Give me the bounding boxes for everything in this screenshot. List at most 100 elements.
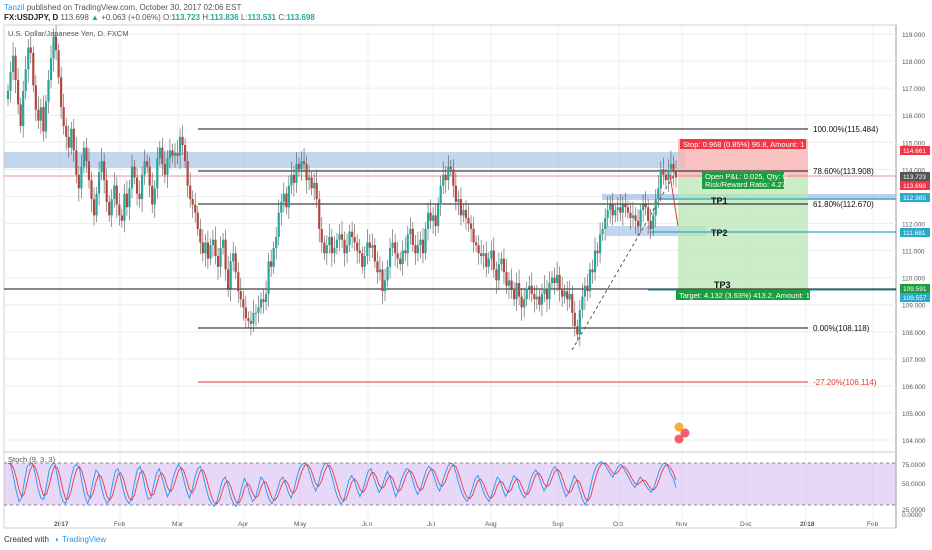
candle-body xyxy=(454,185,457,202)
candle-body xyxy=(467,218,470,224)
candle-body xyxy=(151,185,154,205)
high-label: H: xyxy=(202,13,211,22)
fib-100-label: 100.00%(115.484) xyxy=(813,125,879,134)
price-tick-label: 112.000 xyxy=(902,221,925,228)
candle-body xyxy=(348,231,351,246)
candle-body xyxy=(667,169,670,181)
candle-body xyxy=(548,283,551,300)
candle-body xyxy=(361,253,364,267)
candle-body xyxy=(649,220,652,229)
candle-body xyxy=(492,250,495,270)
candle-body xyxy=(310,177,313,189)
candle-body xyxy=(239,291,242,300)
candle-body xyxy=(173,153,177,156)
candle-body xyxy=(6,90,10,99)
candle-body xyxy=(419,239,422,246)
candle-body xyxy=(593,250,597,273)
candle-body xyxy=(424,228,427,254)
candle-body xyxy=(404,250,407,254)
candle-body xyxy=(47,80,50,102)
candle-body xyxy=(485,253,488,267)
candle-body xyxy=(87,161,91,181)
event-marker-icon xyxy=(680,428,690,438)
candle-body xyxy=(285,193,288,208)
candle-body xyxy=(558,274,561,289)
candle-body xyxy=(95,193,98,216)
candle-body xyxy=(216,255,220,267)
event-markers[interactable] xyxy=(674,422,690,444)
candle-body xyxy=(571,293,574,313)
tp2-price-badge: 111.681 xyxy=(903,230,926,237)
candle-body xyxy=(315,182,318,200)
candle-body xyxy=(184,144,187,162)
candle-body xyxy=(394,242,397,254)
open-label: O: xyxy=(163,13,172,22)
candle-body xyxy=(221,239,225,248)
fib-618-label: 61.80%(112.670) xyxy=(813,200,874,209)
tradingview-logo[interactable]: ◐ TradingView xyxy=(55,535,107,544)
candle-body xyxy=(308,177,311,181)
event-marker-icon xyxy=(674,434,684,444)
candle-body xyxy=(257,307,260,313)
candle-body xyxy=(530,285,533,294)
author-link[interactable]: Tanzil xyxy=(4,3,25,12)
candle-body xyxy=(406,234,409,254)
tp1-price-badge: 112.985 xyxy=(903,195,926,202)
candle-body xyxy=(449,166,452,170)
candle-body xyxy=(662,169,665,175)
candle-body xyxy=(490,250,493,259)
candle-body xyxy=(318,199,321,229)
candle-body xyxy=(401,250,404,265)
open-value: 113.723 xyxy=(171,13,200,22)
candle-body xyxy=(49,58,53,81)
price-tick-label: 118.000 xyxy=(902,59,925,66)
candle-body xyxy=(634,215,637,221)
candle-body xyxy=(189,185,192,200)
stoch-tick-label: 50.0000 xyxy=(902,481,926,488)
candle-body xyxy=(232,253,235,262)
candle-body xyxy=(123,193,126,221)
price-axis[interactable]: 104.000 105.000 106.000 107.000 108.000 109.0… xyxy=(902,32,926,445)
candle-body xyxy=(674,172,678,178)
candle-body xyxy=(19,104,22,127)
low-label: L: xyxy=(240,13,248,22)
candle-body xyxy=(616,207,619,210)
candle-body xyxy=(34,85,37,110)
fib-neg-label: -27.20%(106.114) xyxy=(813,378,877,387)
candle-body xyxy=(464,209,468,219)
candle-body xyxy=(44,101,48,132)
candle-body xyxy=(229,261,232,289)
created-with-text: Created with xyxy=(4,535,49,544)
tp2-zone xyxy=(606,226,706,236)
price-tick-label: 116.000 xyxy=(902,113,925,120)
candle-body xyxy=(366,242,369,256)
publish-text: published on TradingView.com, October 30… xyxy=(26,3,242,12)
candle-body xyxy=(199,228,202,243)
candle-body xyxy=(125,193,129,208)
candles xyxy=(6,25,678,347)
price-change: +0.063 (+0.06%) xyxy=(101,13,161,22)
candle-body xyxy=(495,269,498,281)
candle-body xyxy=(626,207,630,213)
candle-body xyxy=(528,285,531,289)
candle-body xyxy=(227,269,230,289)
stop-label-bg xyxy=(680,139,806,149)
candle-body xyxy=(657,188,660,200)
price-tick-label: 110.000 xyxy=(902,276,925,283)
brand-name: TradingView xyxy=(62,535,107,544)
candle-body xyxy=(664,174,667,181)
chart-title: U.S. Dollar/Japanese Yen, D, FXCM xyxy=(8,29,128,38)
time-tick-label: May xyxy=(294,521,307,528)
candle-body xyxy=(65,126,68,137)
candle-body xyxy=(647,207,650,221)
candle-body xyxy=(163,163,166,175)
candle-body xyxy=(614,209,617,216)
close-value: 113.698 xyxy=(286,13,315,22)
candle-body xyxy=(414,245,417,254)
candle-body xyxy=(290,174,293,186)
time-tick-label: Apr xyxy=(238,521,249,528)
candle-body xyxy=(11,55,15,72)
candle-body xyxy=(353,237,356,243)
